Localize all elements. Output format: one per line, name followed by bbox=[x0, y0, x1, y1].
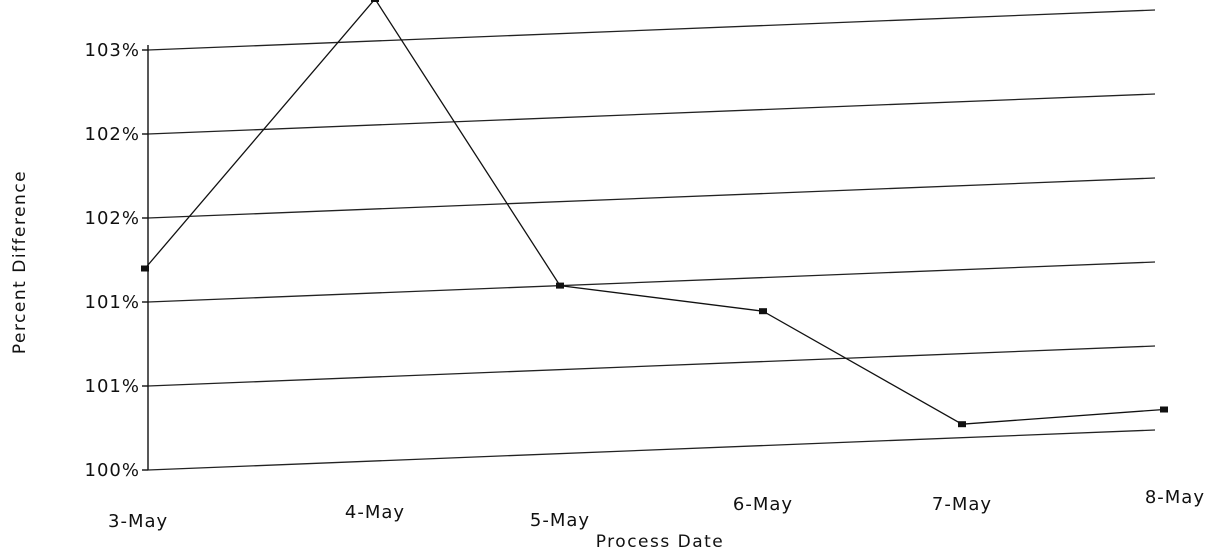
gridline bbox=[147, 261, 1156, 303]
x-tick-label: 8-May bbox=[1145, 487, 1205, 508]
y-tick-labels: 100% 101% 101% 102% 102% 103% bbox=[85, 40, 148, 481]
gridline bbox=[147, 9, 1156, 51]
gridline bbox=[147, 345, 1156, 387]
y-axis-label: Percent Difference bbox=[10, 170, 30, 354]
x-tick-label: 7-May bbox=[932, 494, 992, 515]
series-percent-difference bbox=[141, 0, 1168, 428]
gridline bbox=[147, 429, 1156, 471]
y-tick-label: 102% bbox=[85, 124, 140, 145]
x-axis-label: Process Date bbox=[596, 532, 725, 552]
y-tick-label: 101% bbox=[85, 376, 140, 397]
data-point bbox=[371, 0, 379, 2]
data-point bbox=[958, 421, 966, 428]
y-tick-label: 101% bbox=[85, 292, 140, 313]
data-point bbox=[141, 265, 149, 272]
x-tick-label: 3-May bbox=[108, 511, 168, 532]
x-tick-label: 6-May bbox=[733, 494, 793, 515]
gridline bbox=[147, 93, 1156, 135]
series-line bbox=[144, 0, 1165, 425]
y-tick-label: 100% bbox=[85, 460, 140, 481]
x-tick-labels: 3-May 4-May 5-May 6-May 7-May 8-May bbox=[108, 487, 1205, 532]
y-tick-label: 102% bbox=[85, 208, 140, 229]
x-tick-label: 5-May bbox=[530, 510, 590, 531]
data-point bbox=[759, 308, 767, 315]
y-tick-label: 103% bbox=[85, 40, 140, 61]
gridlines bbox=[147, 9, 1156, 471]
data-point bbox=[1160, 406, 1168, 413]
data-point bbox=[556, 282, 564, 289]
gridline bbox=[147, 177, 1156, 219]
x-tick-label: 4-May bbox=[345, 502, 405, 523]
